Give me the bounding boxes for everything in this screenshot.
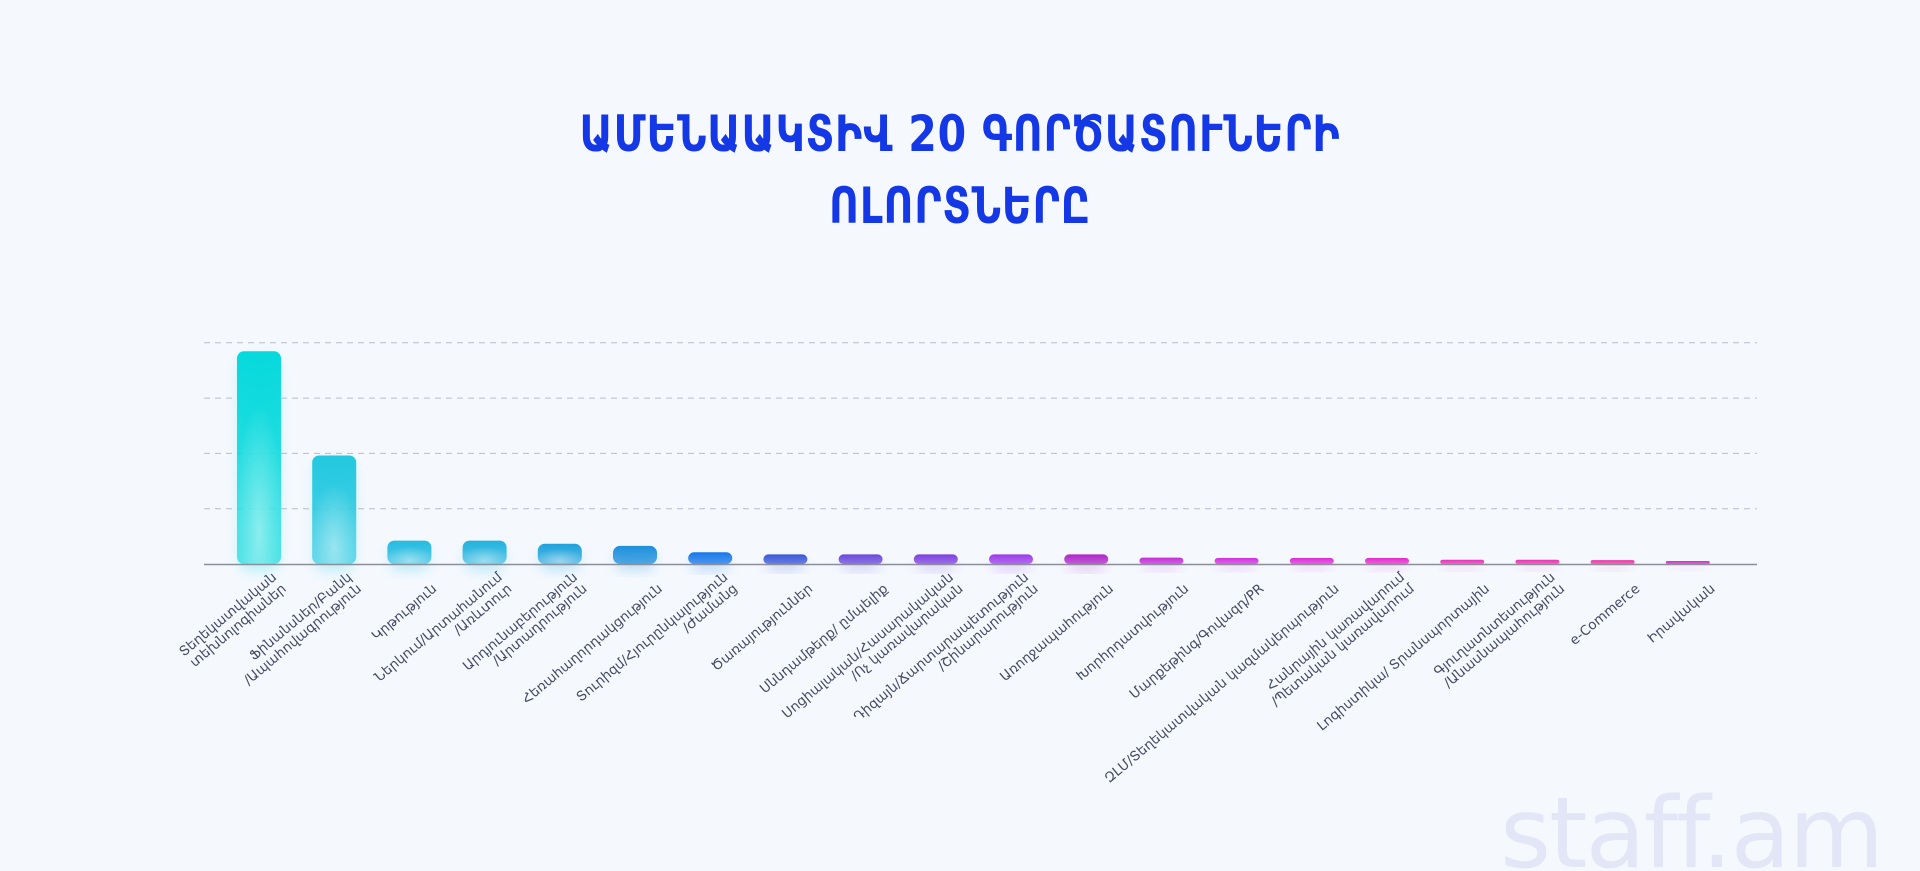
bar-highlight (312, 455, 357, 564)
bar-group (1064, 554, 1109, 570)
bar-shadow (1368, 564, 1406, 570)
x-tick-label-line: Մարքեթինգ/Գովազդ/PR (1127, 581, 1268, 703)
bar (1590, 560, 1635, 564)
bar-group (1665, 561, 1710, 570)
bar-group (838, 554, 883, 570)
bar-group (1365, 558, 1409, 570)
bar (989, 554, 1033, 564)
bar-group (1289, 558, 1334, 570)
x-tick-label: Գյուղատնտեսություն/Անասնապահություն (1431, 569, 1568, 691)
x-tick-label-line: e-Commerce (1567, 581, 1644, 649)
bar-shadow (1518, 565, 1557, 570)
bar (1289, 558, 1334, 564)
bar-group (989, 554, 1033, 570)
bar (613, 545, 657, 564)
x-tick-label: e-Commerce (1567, 581, 1644, 649)
staff-am-watermark: staff.am (1500, 777, 1884, 871)
bar (913, 554, 958, 564)
x-tick-label-line: /Անասնապահություն (1441, 581, 1568, 691)
bar-group (387, 540, 432, 570)
bar-group (1139, 557, 1184, 570)
bar (1440, 559, 1485, 564)
bar-shadow (1292, 564, 1331, 570)
bar-highlight (462, 540, 507, 564)
bar-group (1515, 559, 1560, 570)
bar (763, 554, 808, 564)
bar (1139, 557, 1184, 564)
bar (1064, 554, 1109, 564)
bar (1365, 558, 1409, 564)
bar-group (913, 554, 958, 570)
bar-group (763, 554, 808, 570)
bar-shadow (1443, 565, 1482, 570)
bar-shadow (1142, 563, 1181, 570)
bar-shadow (1668, 567, 1707, 570)
x-tick-label-line: /Պետական կառավարում (1268, 581, 1418, 710)
chart-title-line-1: ԱՄԵՆԱԱԿՏԻՎ 20 ԳՈՐԾԱՏՈՒՆԵՐԻ (579, 105, 1341, 163)
x-tick-label: Իրավական (1644, 581, 1718, 647)
bar-group (1590, 560, 1635, 570)
bar-shadow (1593, 566, 1632, 570)
bar-group (237, 351, 281, 570)
bar-group (1440, 559, 1485, 570)
bar (1665, 561, 1710, 564)
x-tick-label: Մարքեթինգ/Գովազդ/PR (1127, 581, 1268, 703)
x-tick-label-line: Իրավական (1644, 581, 1718, 647)
bar (1214, 558, 1259, 564)
chart-title: ԱՄԵՆԱԱԿՏԻՎ 20 ԳՈՐԾԱՏՈՒՆԵՐԻ ՈԼՈՐՏՆԵՐԸ (173, 98, 1747, 242)
bar-highlight (537, 543, 582, 564)
bar (688, 552, 733, 564)
bar-group (1214, 558, 1259, 570)
bar-shadow (1217, 564, 1256, 570)
bar-highlight (237, 351, 281, 564)
bar (838, 554, 883, 564)
bar-group (613, 545, 657, 570)
bar-group (462, 540, 507, 570)
bar (1515, 559, 1560, 564)
bar-group (688, 552, 733, 570)
bar-highlight (387, 540, 432, 564)
bar-group (312, 455, 357, 570)
bar-group (537, 543, 582, 570)
chart-title-line-2: ՈԼՈՐՏՆԵՐԸ (829, 177, 1091, 235)
